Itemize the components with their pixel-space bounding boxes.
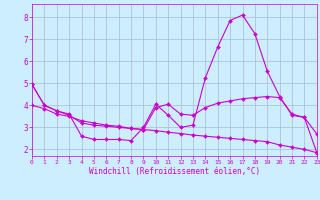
- X-axis label: Windchill (Refroidissement éolien,°C): Windchill (Refroidissement éolien,°C): [89, 167, 260, 176]
